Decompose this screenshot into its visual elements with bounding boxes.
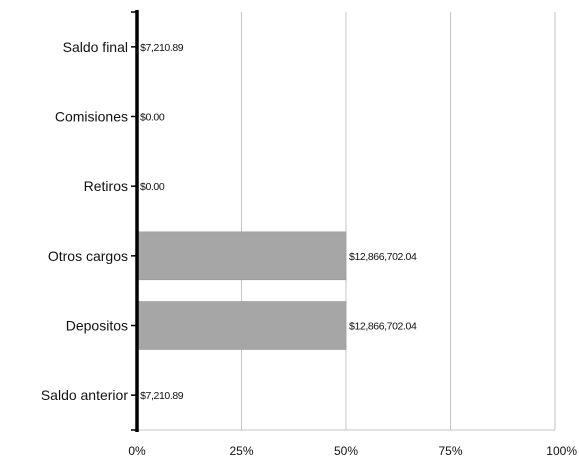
- gridlines: [137, 12, 556, 431]
- data-label: $12,866,702.04: [349, 251, 417, 263]
- x-tick-label: 75%: [438, 444, 462, 458]
- category-label: Otros cargos: [48, 248, 128, 264]
- x-tick-label: 0%: [128, 444, 146, 458]
- data-labels: $7,210.89 $0.00 $0.00 $12,866,702.04 $12,866…: [140, 42, 417, 402]
- category-label: Saldo anterior: [41, 387, 129, 403]
- data-label: $0.00: [140, 181, 165, 193]
- bar: [136, 231, 347, 281]
- data-label: $0.00: [140, 112, 165, 124]
- x-tick-label: 50%: [334, 444, 358, 458]
- y-axis: [131, 10, 139, 432]
- x-tick-label: 25%: [229, 444, 253, 458]
- data-label: $7,210.89: [140, 390, 184, 402]
- x-tick-label: 100%: [546, 444, 577, 458]
- category-label: Comisiones: [55, 109, 128, 125]
- data-label: $7,210.89: [140, 42, 184, 54]
- category-label: Retiros: [84, 178, 128, 194]
- x-tick-labels: 0% 25% 50% 75% 100%: [128, 444, 577, 458]
- data-label: $12,866,702.04: [349, 321, 417, 333]
- bar: [136, 301, 347, 350]
- category-label: Depositos: [66, 318, 128, 334]
- category-label: Saldo final: [63, 39, 128, 55]
- category-labels: Saldo final Comisiones Retiros Otros cargos…: [41, 39, 129, 403]
